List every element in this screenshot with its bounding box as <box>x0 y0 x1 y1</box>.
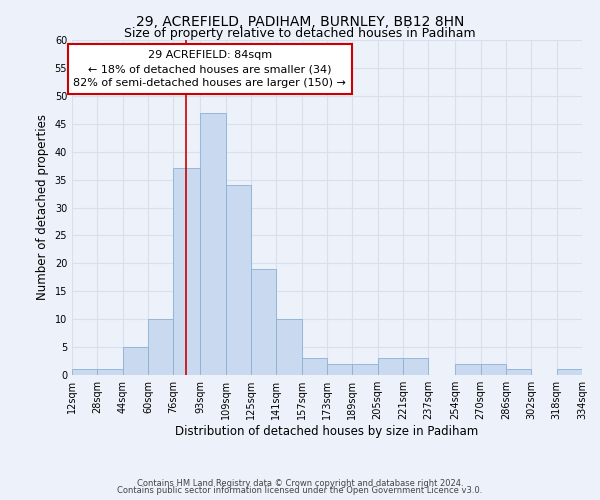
Bar <box>72 370 97 375</box>
Bar <box>455 364 481 375</box>
Bar <box>97 370 122 375</box>
Bar <box>302 358 327 375</box>
Text: Contains HM Land Registry data © Crown copyright and database right 2024.: Contains HM Land Registry data © Crown c… <box>137 478 463 488</box>
Bar <box>403 358 428 375</box>
Bar <box>277 319 302 375</box>
Text: 29, ACREFIELD, PADIHAM, BURNLEY, BB12 8HN: 29, ACREFIELD, PADIHAM, BURNLEY, BB12 8H… <box>136 15 464 29</box>
Bar <box>506 370 532 375</box>
Text: Size of property relative to detached houses in Padiham: Size of property relative to detached ho… <box>124 28 476 40</box>
Bar <box>352 364 377 375</box>
X-axis label: Distribution of detached houses by size in Padiham: Distribution of detached houses by size … <box>175 425 479 438</box>
Bar <box>173 168 200 375</box>
Text: 29 ACREFIELD: 84sqm
← 18% of detached houses are smaller (34)
82% of semi-detach: 29 ACREFIELD: 84sqm ← 18% of detached ho… <box>73 50 346 88</box>
Bar <box>327 364 352 375</box>
Bar <box>481 364 506 375</box>
Bar <box>122 347 148 375</box>
Bar <box>200 112 226 375</box>
Bar <box>557 370 582 375</box>
Bar <box>148 319 173 375</box>
Text: Contains public sector information licensed under the Open Government Licence v3: Contains public sector information licen… <box>118 486 482 495</box>
Y-axis label: Number of detached properties: Number of detached properties <box>36 114 49 300</box>
Bar <box>377 358 403 375</box>
Bar <box>226 185 251 375</box>
Bar <box>251 269 277 375</box>
